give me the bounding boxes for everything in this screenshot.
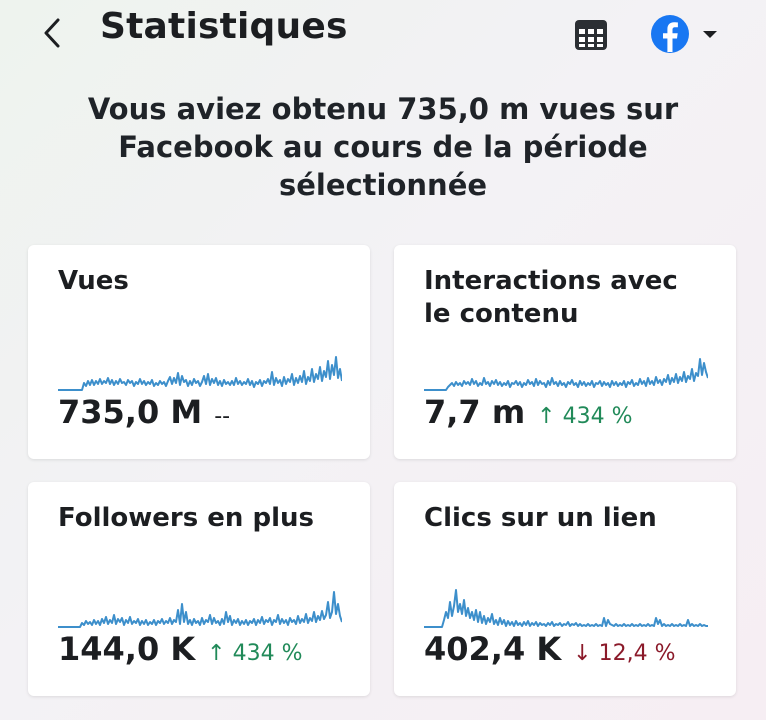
arrow-up-icon: ↑ [207, 641, 226, 666]
metric-card-vues[interactable]: Vues 735,0 M -- [28, 245, 370, 459]
top-bar: Statistiques [0, 0, 766, 70]
metric-card-link-clicks[interactable]: Clics sur un lien 402,4 K ↓ 12,4 % [394, 482, 736, 696]
summary-headline: Vous aviez obtenu 735,0 m vues sur Faceb… [87, 92, 679, 202]
chevron-left-icon [44, 18, 60, 48]
metric-change-placeholder: -- [214, 404, 231, 429]
metric-value-row: 402,4 K ↓ 12,4 % [424, 630, 675, 668]
caret-down-icon [703, 31, 717, 38]
sparkline-path [424, 589, 708, 628]
metric-value: 144,0 K [58, 630, 196, 668]
sparkline-path [58, 591, 342, 628]
metric-sparkline [424, 358, 708, 391]
sparkline-path [58, 356, 342, 391]
account-switcher[interactable] [648, 12, 722, 56]
back-button[interactable] [36, 14, 70, 52]
metric-change-percent: 434 % [562, 404, 633, 429]
metric-card-interactions[interactable]: Interactions avec le contenu 7,7 m ↑ 434… [394, 245, 736, 459]
metric-change: ↑ 434 % [537, 404, 632, 429]
calendar-button[interactable] [570, 14, 612, 56]
metric-sparkline [58, 356, 342, 391]
metric-title: Clics sur un lien [424, 503, 657, 533]
metric-value: 7,7 m [424, 393, 526, 431]
metric-value: 402,4 K [424, 630, 562, 668]
page-title: Statistiques [100, 6, 348, 47]
metric-value: 735,0 M [58, 393, 203, 431]
calendar-icon [575, 20, 607, 50]
metric-title: Followers en plus [58, 503, 314, 533]
sparkline-path [424, 358, 708, 391]
metric-sparkline [424, 589, 708, 628]
arrow-down-icon: ↓ [573, 641, 592, 666]
metric-value-row: 735,0 M -- [58, 393, 230, 431]
metric-value-row: 144,0 K ↑ 434 % [58, 630, 302, 668]
metric-value-row: 7,7 m ↑ 434 % [424, 393, 633, 431]
metric-sparkline [58, 591, 342, 628]
facebook-logo-icon [651, 15, 689, 53]
metric-change-percent: 434 % [232, 641, 303, 666]
metric-title: Vues [58, 266, 129, 296]
arrow-up-icon: ↑ [537, 404, 556, 429]
metric-change: ↑ 434 % [207, 641, 302, 666]
metric-change: ↓ 12,4 % [573, 641, 675, 666]
metric-title: Interactions avec le contenu [424, 266, 678, 329]
metric-card-followers[interactable]: Followers en plus 144,0 K ↑ 434 % [28, 482, 370, 696]
metric-change-percent: 12,4 % [598, 641, 676, 666]
